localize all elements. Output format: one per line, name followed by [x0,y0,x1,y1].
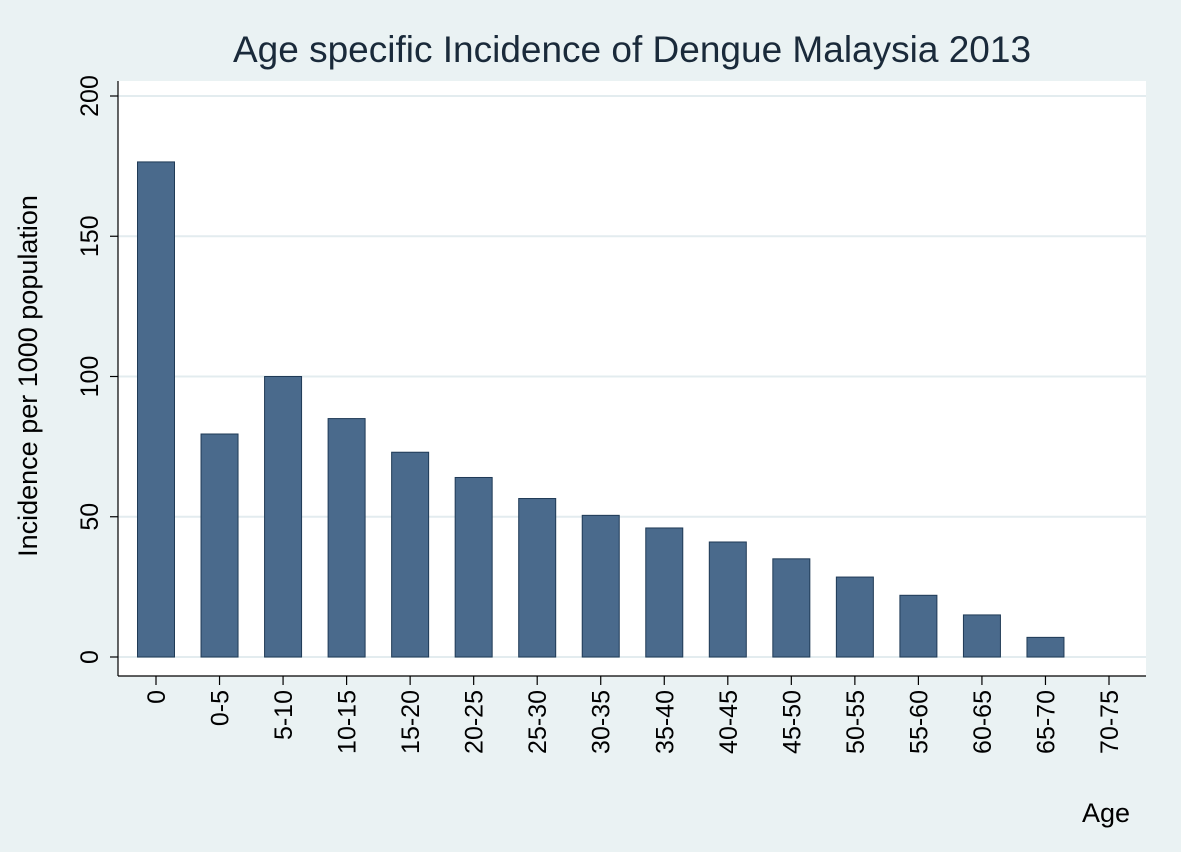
bar [391,451,430,658]
y-axis-title: Incidence per 1000 population [13,195,43,557]
bar [454,476,493,658]
x-axis-ticks: 0 0-5 5-10 10-15 15-20 20-25 25-30 30-35 35-40 40… [143,676,1124,754]
x-tick-label: 30-35 [588,690,616,754]
bar [200,433,239,658]
bar [962,614,1001,658]
y-tick-label: 100 [76,356,104,398]
bar [1026,636,1065,658]
bar [835,576,874,658]
x-tick-label: 5-10 [270,690,298,740]
bar [708,541,747,658]
bar [581,514,620,658]
chart-title: Age specific Incidence of Dengue Malaysi… [233,29,1031,70]
x-tick-label: 65-70 [1032,690,1060,754]
y-tick-label: 50 [76,503,104,531]
y-tick-label: 200 [76,75,104,117]
bar [772,558,811,658]
bar [264,376,303,658]
y-axis-ticks: 0 50 100 150 200 [76,75,118,664]
bar [137,161,175,658]
x-tick-label: 10-15 [334,690,362,754]
x-tick-label: 40-45 [715,690,743,754]
x-tick-label: 60-65 [969,690,997,754]
x-tick-label: 0-5 [207,690,235,726]
x-tick-label: 25-30 [524,690,552,754]
x-tick-label: 0 [143,690,171,704]
x-tick-label: 55-60 [905,690,933,754]
x-tick-label: 35-40 [651,690,679,754]
x-tick-label: 15-20 [397,690,425,754]
bar [645,527,684,658]
x-tick-label: 50-55 [842,690,870,754]
bars [137,161,1065,658]
x-tick-label: 70-75 [1096,690,1124,754]
bar [899,594,938,658]
x-axis-title: Age [1082,798,1130,828]
bar [518,498,557,658]
bar [327,418,366,658]
y-tick-label: 150 [76,215,104,257]
x-tick-label: 45-50 [778,690,806,754]
x-tick-label: 20-25 [461,690,489,754]
y-tick-label: 0 [76,650,104,664]
